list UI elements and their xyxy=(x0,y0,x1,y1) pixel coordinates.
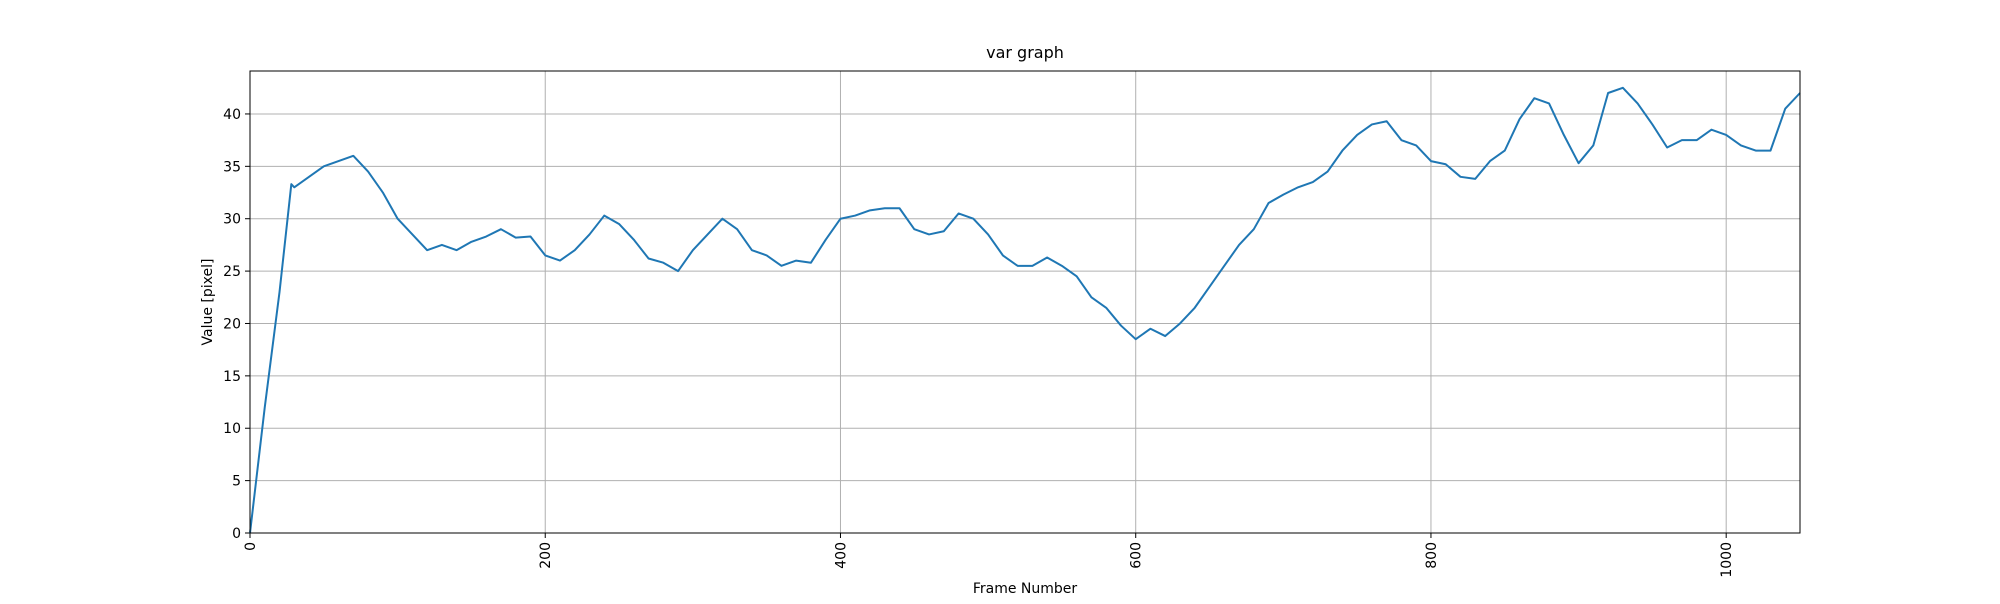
chart-title: var graph xyxy=(986,43,1064,62)
x-tick-label: 200 xyxy=(538,542,554,569)
y-tick-label: 0 xyxy=(232,526,241,542)
y-tick-label: 25 xyxy=(223,264,241,280)
x-tick-label: 0 xyxy=(243,542,259,551)
data-line xyxy=(249,86,1801,534)
y-tick-label: 40 xyxy=(223,107,241,123)
x-tick-label: 600 xyxy=(1129,542,1145,569)
y-tick-label: 10 xyxy=(223,421,241,437)
x-tick-label: 400 xyxy=(833,542,849,569)
y-axis-label: Value [pixel] xyxy=(200,259,216,346)
y-tick-label: 30 xyxy=(223,212,241,228)
x-axis-label: Frame Number xyxy=(973,581,1078,597)
y-tick-label: 20 xyxy=(223,316,241,332)
y-tick-label: 15 xyxy=(223,369,241,385)
x-tick-label: 800 xyxy=(1424,542,1440,569)
y-tick-label: 35 xyxy=(223,159,241,175)
x-tick-label: 1000 xyxy=(1719,542,1735,578)
y-tick-label: 5 xyxy=(232,474,241,490)
plot-frame xyxy=(249,70,1801,534)
